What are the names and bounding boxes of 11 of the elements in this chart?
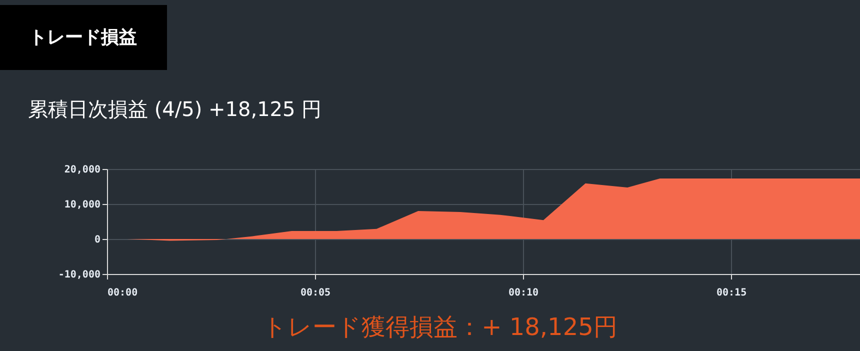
y-tick-label: 20,000 xyxy=(64,164,100,176)
x-tick-label: 00:00 xyxy=(108,288,138,298)
y-tick-label: 0 xyxy=(94,234,100,246)
text: トレード獲得損益：+ 18,125円 xyxy=(262,313,618,341)
x-tick-label: 00:15 xyxy=(716,288,747,298)
x-tick-label: 00:05 xyxy=(300,288,331,298)
y-tick-label: -10,000 xyxy=(58,270,100,280)
chart-title: 累積日次損益 (4/5) +18,125 円 xyxy=(28,97,322,121)
text: トレード損益 xyxy=(29,27,137,48)
y-tick-label: 10,000 xyxy=(64,200,100,210)
x-tick-label: 00:10 xyxy=(508,288,539,298)
